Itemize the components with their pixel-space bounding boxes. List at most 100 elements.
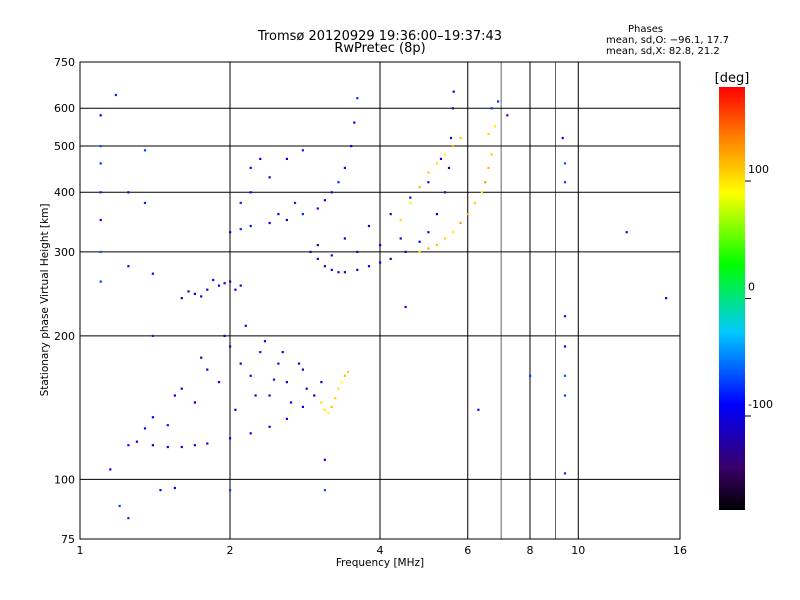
data-points xyxy=(99,90,668,520)
y-axis-label: Stationary phase Virtual Height [km] xyxy=(39,204,51,397)
data-point xyxy=(277,213,280,216)
data-point xyxy=(268,425,271,428)
data-point xyxy=(427,181,430,184)
data-point xyxy=(480,191,483,194)
data-point xyxy=(239,228,242,231)
data-point xyxy=(244,324,247,327)
data-point xyxy=(323,408,326,411)
data-point xyxy=(356,250,359,253)
data-point xyxy=(229,489,232,492)
data-point xyxy=(625,231,628,234)
data-point xyxy=(301,368,304,371)
data-point xyxy=(234,408,237,411)
data-point xyxy=(561,136,564,140)
data-point xyxy=(563,315,567,318)
data-point xyxy=(249,432,252,435)
data-point xyxy=(166,445,169,449)
data-point xyxy=(323,489,326,492)
series-0 xyxy=(127,324,323,449)
data-point xyxy=(323,265,326,268)
data-point xyxy=(99,191,102,194)
y-tick-label: 400 xyxy=(54,186,75,199)
data-point xyxy=(343,237,346,240)
data-point xyxy=(337,387,340,390)
chart-subtitle: RwPretec (8p) xyxy=(334,41,425,56)
data-point xyxy=(223,334,226,337)
data-point xyxy=(367,265,371,268)
data-point xyxy=(451,107,454,110)
data-point xyxy=(99,280,102,283)
data-point xyxy=(487,166,490,169)
series-2 xyxy=(229,97,359,234)
data-point xyxy=(451,145,454,148)
data-point xyxy=(409,201,412,204)
series-3 xyxy=(309,90,455,274)
data-point xyxy=(316,244,319,247)
data-point xyxy=(285,218,288,222)
y-tick-label: 600 xyxy=(54,102,75,115)
data-point xyxy=(166,424,169,427)
data-point xyxy=(249,166,252,169)
data-point xyxy=(389,213,392,216)
data-point xyxy=(109,468,112,471)
data-point xyxy=(327,411,330,414)
data-point xyxy=(127,517,130,520)
data-point xyxy=(320,381,323,384)
series-4 xyxy=(399,125,496,253)
data-point xyxy=(206,368,209,371)
data-point xyxy=(99,145,102,148)
x-axis-ticks: 1 2 4 6 8 10 16 xyxy=(77,544,688,557)
data-point xyxy=(466,213,469,216)
colorbar-tick-label: 100 xyxy=(748,163,769,176)
data-point xyxy=(452,90,455,93)
x-tick-label: 10 xyxy=(571,544,585,557)
data-point xyxy=(259,351,262,354)
data-point xyxy=(200,356,203,359)
data-point xyxy=(301,213,304,216)
x-axis-label: Frequency [MHz] xyxy=(336,557,424,569)
grid-lines xyxy=(80,62,680,539)
data-point xyxy=(151,272,154,275)
y-tick-label: 300 xyxy=(54,246,75,259)
data-point xyxy=(309,250,312,253)
data-point xyxy=(217,381,221,384)
data-point xyxy=(487,132,490,136)
data-point xyxy=(493,125,496,128)
data-point xyxy=(323,199,326,202)
data-point xyxy=(313,394,316,397)
data-point xyxy=(477,408,480,411)
data-point xyxy=(418,240,421,243)
data-point xyxy=(665,297,668,300)
data-point xyxy=(159,489,162,492)
data-point xyxy=(459,136,462,140)
data-point xyxy=(200,295,203,298)
data-point xyxy=(249,224,252,228)
data-point xyxy=(356,268,359,271)
data-point xyxy=(249,374,252,377)
x-tick-label: 8 xyxy=(527,544,534,557)
data-point xyxy=(229,231,232,234)
data-point xyxy=(135,440,138,443)
data-point xyxy=(529,374,532,377)
data-point xyxy=(439,157,443,160)
data-point xyxy=(490,153,493,156)
x-tick-label: 4 xyxy=(377,544,384,557)
data-point xyxy=(285,157,288,160)
data-point xyxy=(323,458,326,461)
data-point xyxy=(281,351,284,354)
data-point xyxy=(263,340,267,343)
series-5 xyxy=(320,370,350,414)
data-point xyxy=(343,271,346,274)
data-point xyxy=(343,374,346,377)
data-point xyxy=(285,381,288,384)
data-point xyxy=(277,362,280,365)
x-tick-label: 6 xyxy=(464,544,471,557)
data-point xyxy=(223,282,226,285)
data-point xyxy=(484,181,487,184)
data-point xyxy=(435,244,438,247)
phase-info-o: mean, sd,O: −96.1, 17.7 xyxy=(606,35,729,46)
data-point xyxy=(193,292,196,295)
data-point xyxy=(473,201,476,204)
data-point xyxy=(239,201,242,204)
